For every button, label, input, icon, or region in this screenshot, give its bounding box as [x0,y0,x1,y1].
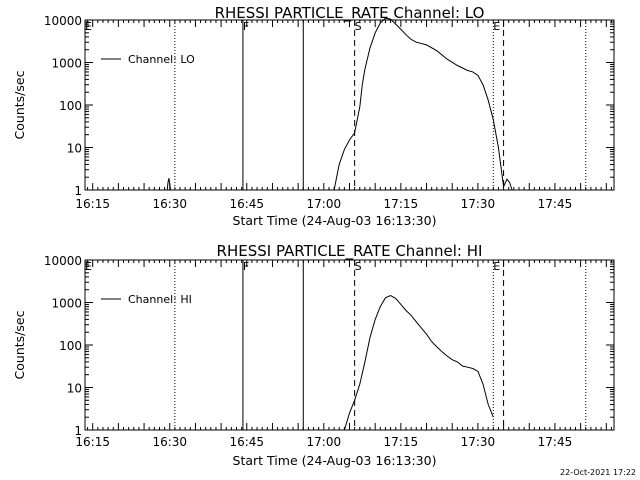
marker-label: E [493,20,500,33]
x-tick-label: 16:30 [152,435,187,449]
y-tick-label: 1000 [51,57,82,71]
y-tick-label: 100 [59,339,82,353]
y-tick-label: 1000 [51,297,82,311]
series-line [333,17,513,191]
x-tick-label: 17:15 [384,197,419,211]
series-line [343,295,494,431]
x-tick-label: 17:15 [384,435,419,449]
plot-frame [84,19,615,191]
chart-title: RHESSI PARTICLE_RATE Channel: LO [215,4,485,23]
y-tick-label: 100 [59,99,82,113]
marker-label: E [85,260,92,273]
y-tick-label: 10 [67,142,82,156]
x-tick-label: 16:15 [75,197,110,211]
plot-frame [84,259,615,431]
chart-title: RHESSI PARTICLE_RATE Channel: HI [217,242,483,261]
marker-label: S [355,260,362,273]
marker-label: F [243,20,249,33]
footer-timestamp: 22-Oct-2021 17:22 [560,468,636,477]
y-axis-label: Counts/sec [12,70,27,139]
legend-entry: Channel: LO [128,53,195,66]
x-tick-label: 17:00 [307,197,342,211]
x-tick-label: 17:00 [307,435,342,449]
y-tick-label: 10000 [44,254,82,268]
x-tick-label: 17:30 [461,197,496,211]
x-tick-label: 17:45 [538,435,573,449]
chart-panel-0: RHESSI PARTICLE_RATE Channel: LO 16:15 16:… [12,4,615,228]
marker-label: F [243,260,249,273]
y-tick-label: 10000 [44,14,82,28]
marker-label: E [493,260,500,273]
x-tick-label: 16:30 [152,197,187,211]
x-tick-label: 16:45 [229,197,264,211]
x-tick-label: 17:30 [461,435,496,449]
y-tick-label: 1 [74,424,82,438]
legend-entry: Channel: HI [128,293,192,306]
x-tick-label: 16:45 [229,435,264,449]
series-line [166,178,172,191]
marker-label: S [355,20,362,33]
x-axis-label: Start Time (24-Aug-03 16:13:30) [233,213,437,228]
y-axis-label: Counts/sec [12,310,27,379]
y-tick-label: 10 [67,382,82,396]
x-axis-label: Start Time (24-Aug-03 16:13:30) [233,453,437,468]
chart-panel-1: RHESSI PARTICLE_RATE Channel: HI 16:15 16:… [12,242,615,468]
marker-label: E [85,20,92,33]
y-tick-label: 1 [74,184,82,198]
x-tick-label: 16:15 [75,435,110,449]
x-tick-label: 17:45 [538,197,573,211]
